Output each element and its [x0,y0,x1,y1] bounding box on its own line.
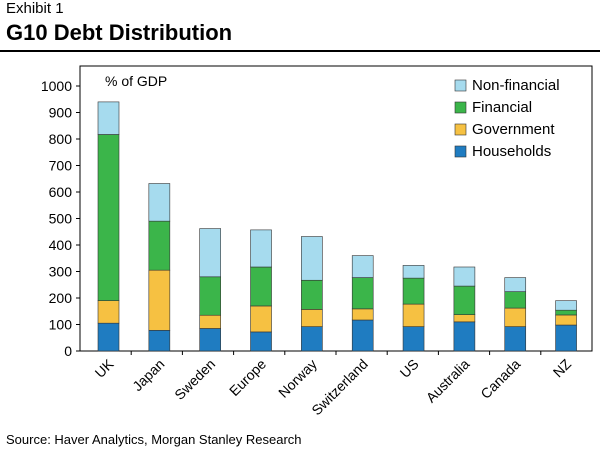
y-tick-label: 800 [49,131,73,147]
bar-segment-us-government [402,303,425,327]
x-tick-label: Canada [477,356,523,402]
x-tick-label: NZ [550,355,575,380]
y-tick-label: 0 [64,343,72,359]
bar-segment-japan-non-financial [148,183,171,222]
bar-segment-japan-financial [148,220,171,271]
bar-segment-norway-households [301,326,323,352]
bar-segment-uk-households [97,322,120,352]
bar-segment-europe-households [250,331,272,352]
y-tick-label: 1000 [41,78,72,94]
y-tick-label: 300 [49,264,73,280]
bar-segment-australia-government [453,314,476,323]
bar-segment-switzerland-non-financial [351,255,374,278]
y-tick-label: 700 [49,158,73,174]
x-tick-label: UK [92,355,118,381]
title-divider [0,50,600,52]
bar-segment-sweden-non-financial [199,228,221,278]
bar-segment-nz-financial [555,309,577,316]
y-tick-label: 400 [49,237,73,253]
bar-segment-canada-financial [504,291,527,309]
unit-label: % of GDP [105,73,167,89]
bar-segment-canada-households [504,326,527,352]
bar-segment-australia-non-financial [453,266,476,287]
y-tick-label: 600 [49,184,73,200]
x-tick-label: Sweden [171,356,218,403]
bar-segment-nz-non-financial [555,300,577,311]
bar-segment-japan-government [148,269,171,331]
y-tick-label: 200 [49,290,73,306]
legend-label-households: Households [472,143,551,160]
legend-label-government: Government [472,121,555,138]
bar-segment-australia-households [453,321,476,352]
bar-segment-europe-non-financial [250,229,272,268]
legend-label-financial: Financial [472,99,532,116]
x-tick-label: US [397,356,422,381]
x-tick-label: Australia [423,356,473,406]
x-tick-label: Japan [129,356,167,394]
x-tick-label: Norway [275,356,320,401]
bar-segment-norway-government [301,309,323,327]
exhibit-label: Exhibit 1 [6,0,64,17]
bar-segment-us-households [402,326,425,352]
source-note: Source: Haver Analytics, Morgan Stanley … [6,432,302,447]
x-tick-label: Europe [226,356,269,399]
bar-segment-japan-households [148,330,171,352]
y-tick-label: 500 [49,211,73,227]
bar-segment-europe-government [250,305,272,333]
bar-segment-uk-financial [97,134,120,301]
bar-segment-sweden-government [199,314,221,329]
legend-swatch-non-financial [454,79,467,92]
bar-segment-uk-government [97,300,120,324]
y-tick-label: 900 [49,105,73,121]
bar-segment-switzerland-government [351,308,374,321]
chart: 0 100 200 300 400 500 600 700 800 900 1000 % of GDP… [41,65,593,418]
bar-segment-norway-non-financial [301,236,323,281]
bar-segment-us-financial [402,277,425,305]
bar-segment-australia-financial [453,285,476,315]
bar-segment-switzerland-financial [351,277,374,310]
legend-label-non-financial: Non-financial [472,77,560,94]
legend-swatch-financial [454,101,467,114]
y-tick-label: 100 [49,317,73,333]
bar-segment-canada-non-financial [504,277,527,292]
chart-title: G10 Debt Distribution [6,20,233,45]
bar-segment-nz-government [555,314,577,326]
bar-segment-uk-non-financial [97,101,120,135]
bar-segment-nz-households [555,324,577,352]
bar-segment-canada-government [504,307,527,327]
bar-segment-switzerland-households [351,319,374,352]
bar-segment-us-non-financial [402,265,425,279]
bar-segment-norway-financial [301,279,323,310]
legend-swatch-government [454,123,467,136]
bar-segment-sweden-financial [199,276,221,316]
bar-segment-europe-financial [250,266,272,307]
legend-swatch-households [454,145,467,158]
bar-segment-sweden-households [199,328,221,352]
